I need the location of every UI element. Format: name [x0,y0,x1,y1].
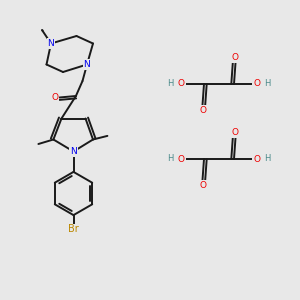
Text: O: O [178,154,185,164]
Text: O: O [199,181,206,190]
Text: O: O [178,80,185,88]
Text: Br: Br [68,224,79,235]
Text: H: H [264,154,271,163]
Text: H: H [167,154,174,163]
Text: O: O [199,106,206,115]
Text: O: O [232,128,239,137]
Text: O: O [232,53,239,62]
Text: N: N [84,60,90,69]
Text: H: H [167,79,174,88]
Text: H: H [264,79,271,88]
Text: O: O [253,154,260,164]
Text: N: N [48,39,54,48]
Text: O: O [253,80,260,88]
Text: N: N [70,147,77,156]
Text: O: O [51,93,58,102]
